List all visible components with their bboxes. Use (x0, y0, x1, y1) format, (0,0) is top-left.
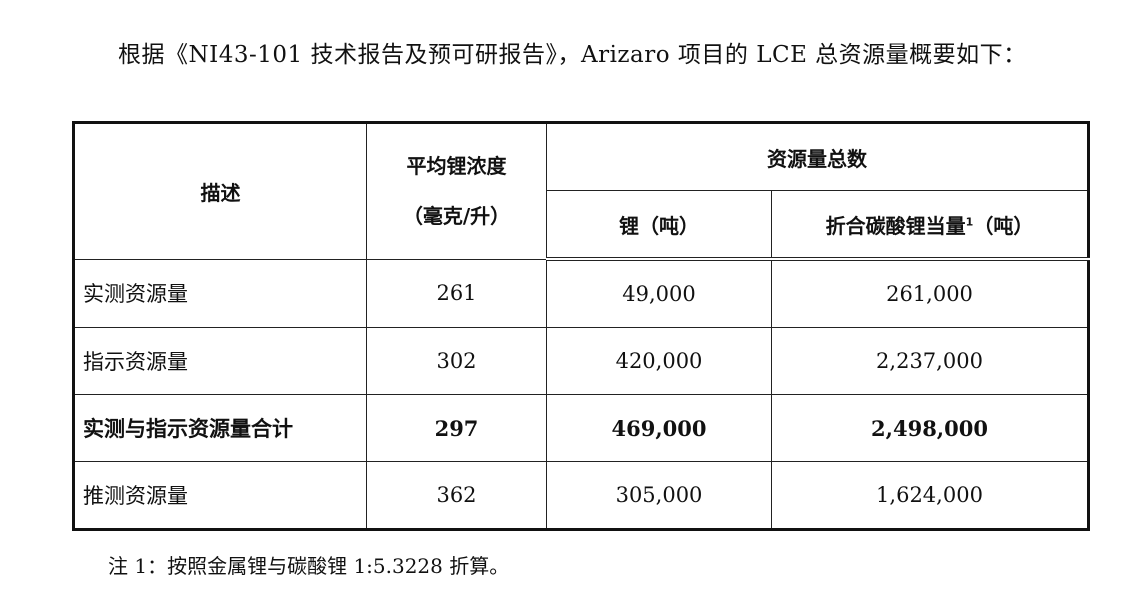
row-lithium: 420,000 (546, 327, 772, 395)
row-concentration: 362 (366, 461, 547, 530)
table-row-total: 实测与指示资源量合计 297 469,000 2,498,000 (73, 394, 1089, 462)
header-total-resources: 资源量总数 (546, 122, 1089, 191)
row-description: 实测与指示资源量合计 (73, 394, 367, 462)
footnote: 注 1：按照金属锂与碳酸锂 1:5.3228 折算。 (108, 554, 510, 578)
row-lithium: 469,000 (546, 394, 772, 462)
row-lce: 1,624,000 (771, 461, 1089, 530)
header-description: 描述 (73, 122, 367, 260)
header-avg-concentration: 平均锂浓度 （毫克/升） (366, 122, 547, 260)
row-concentration: 297 (366, 394, 547, 462)
row-lithium: 305,000 (546, 461, 772, 530)
row-description: 实测资源量 (73, 258, 367, 328)
row-description: 指示资源量 (73, 327, 367, 395)
table-row: 实测资源量 261 49,000 261,000 (73, 258, 1089, 328)
row-lce: 2,237,000 (771, 327, 1089, 395)
row-lce: 2,498,000 (771, 394, 1089, 462)
row-lithium: 49,000 (546, 258, 772, 328)
row-concentration: 302 (366, 327, 547, 395)
table-row: 推测资源量 362 305,000 1,624,000 (73, 461, 1089, 530)
row-concentration: 261 (366, 258, 547, 328)
resource-table: 描述 平均锂浓度 （毫克/升） 资源量总数 锂（吨） 折合碳酸锂当量1（吨） 实… (72, 121, 1090, 531)
row-lce: 261,000 (771, 258, 1089, 328)
intro-paragraph: 根据《NI43-101 技术报告及预可研报告》，Arizaro 项目的 LCE … (118, 42, 1027, 68)
header-lce: 折合碳酸锂当量1（吨） (771, 190, 1089, 261)
table-row: 指示资源量 302 420,000 2,237,000 (73, 327, 1089, 395)
header-lithium: 锂（吨） (546, 190, 772, 261)
row-description: 推测资源量 (73, 461, 367, 530)
